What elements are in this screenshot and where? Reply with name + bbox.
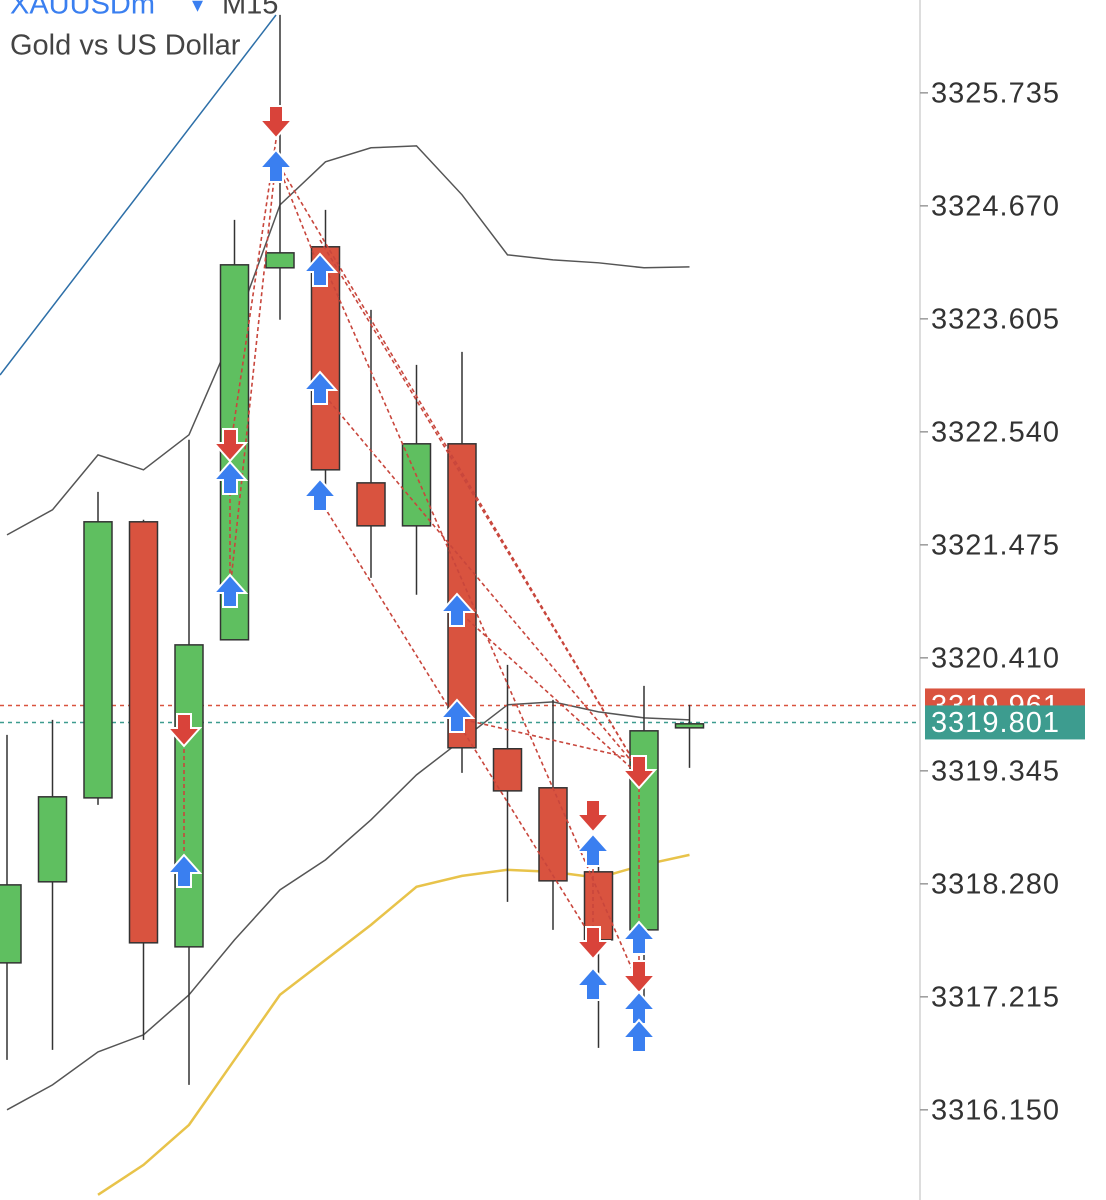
candle-body [401,443,432,527]
candle-body [37,796,68,883]
candle-body [174,644,204,948]
symbol-dropdown: ▾ [192,0,203,17]
candle-body [492,748,523,792]
candle-body [265,252,295,269]
candles-layer [0,14,705,1085]
candle-body [0,884,22,964]
y-tick-label: 3319.345 [931,755,1060,787]
candle-body [356,482,386,527]
price-label-box [925,705,1085,740]
y-tick-label: 3320.410 [931,642,1060,674]
y-tick-label: 3322.540 [931,416,1060,448]
indicator-line [6,145,690,536]
timeframe[interactable]: M15 [222,0,278,21]
candle-body [674,723,705,729]
candle-body [83,521,113,799]
y-tick-label: 3316.150 [931,1094,1060,1126]
y-tick-label: 3324.670 [931,190,1060,222]
indicator-line [6,701,690,1111]
candle-body [128,521,159,944]
trade-lines [183,139,640,986]
y-tick-label: 3318.280 [931,868,1060,900]
trend-line [0,14,277,376]
y-tick-label: 3317.215 [931,981,1060,1013]
candle-body [447,443,477,749]
axis-layer: 3325.735 3324.670 3323.605 3322.540 3321.475… [920,77,1085,1126]
candle-body [538,787,568,882]
symbol[interactable]: XAUUSDm [10,0,155,21]
y-tick-label: 3325.735 [931,77,1060,109]
y-tick-label: 3321.475 [931,529,1060,561]
price-label: 3319.801 [931,707,1060,739]
chart-title: Gold vs US Dollar [10,30,241,62]
y-tick-label: 3323.605 [931,303,1060,335]
